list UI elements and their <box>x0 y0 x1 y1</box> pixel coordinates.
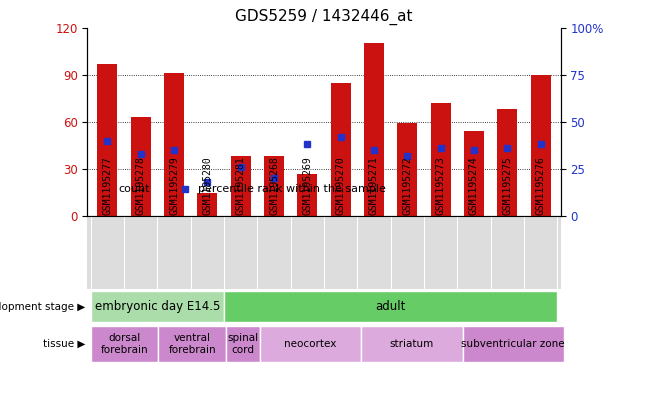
Bar <box>100 79 115 295</box>
Bar <box>226 326 260 362</box>
Text: adult: adult <box>375 300 406 313</box>
Text: ventral
forebrain: ventral forebrain <box>168 333 216 354</box>
Text: percentile rank within the sample: percentile rank within the sample <box>198 184 386 194</box>
Bar <box>231 156 251 216</box>
Bar <box>364 43 384 216</box>
Bar <box>264 156 284 216</box>
Bar <box>397 123 417 216</box>
Bar <box>260 326 361 362</box>
Bar <box>91 326 158 362</box>
Text: development stage ▶: development stage ▶ <box>0 301 85 312</box>
Bar <box>164 73 184 216</box>
Bar <box>361 326 463 362</box>
Text: striatum: striatum <box>389 339 434 349</box>
Text: count: count <box>119 184 150 194</box>
Text: neocortex: neocortex <box>284 339 337 349</box>
Bar <box>158 326 226 362</box>
Bar <box>97 64 117 216</box>
Bar <box>198 193 217 216</box>
Bar <box>531 75 551 216</box>
Title: GDS5259 / 1432446_at: GDS5259 / 1432446_at <box>235 9 413 25</box>
Text: dorsal
forebrain: dorsal forebrain <box>101 333 148 354</box>
Bar <box>431 103 450 216</box>
Bar <box>497 109 517 216</box>
Text: subventricular zone: subventricular zone <box>461 339 565 349</box>
Bar <box>224 290 557 322</box>
Bar <box>463 326 564 362</box>
Bar <box>131 117 151 216</box>
Text: tissue ▶: tissue ▶ <box>43 339 85 349</box>
Bar <box>91 290 224 322</box>
Text: spinal
cord: spinal cord <box>227 333 259 354</box>
Bar <box>297 174 318 216</box>
Bar <box>330 83 351 216</box>
Text: embryonic day E14.5: embryonic day E14.5 <box>95 300 220 313</box>
Bar <box>464 131 484 216</box>
